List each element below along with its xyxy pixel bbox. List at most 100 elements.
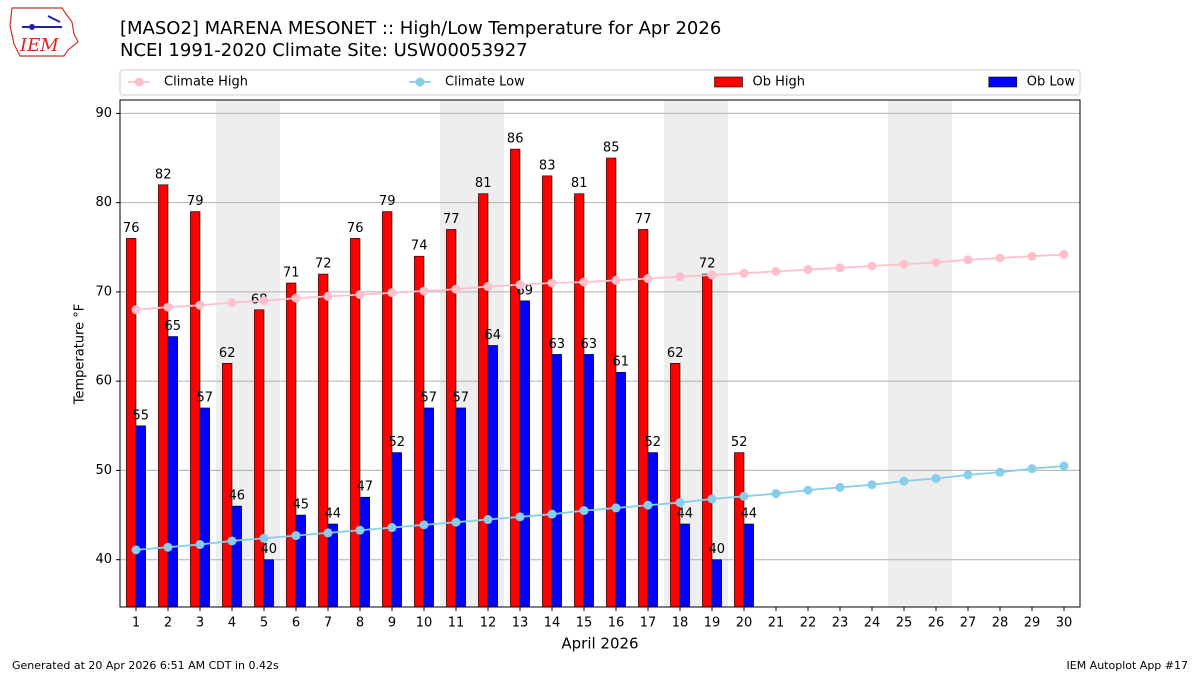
bar bbox=[382, 211, 393, 608]
x-tick-label: 10 bbox=[416, 616, 433, 631]
x-tick-label: 25 bbox=[896, 616, 913, 631]
line bbox=[135, 253, 1065, 311]
bar bbox=[711, 559, 722, 608]
bar bbox=[286, 282, 297, 608]
legend-marker bbox=[134, 77, 144, 87]
logo-text: IEM bbox=[19, 35, 59, 56]
bar bbox=[542, 175, 553, 608]
y-tick-label: 50 bbox=[95, 463, 112, 478]
logo: IEM bbox=[9, 7, 79, 57]
line-marker bbox=[291, 531, 301, 541]
line-marker bbox=[323, 291, 333, 301]
footer-right: IEM Autoplot App #17 bbox=[1067, 659, 1189, 672]
data-label: 72 bbox=[699, 257, 716, 272]
data-label: 83 bbox=[539, 158, 556, 173]
data-label: 77 bbox=[443, 212, 460, 227]
line-marker bbox=[931, 473, 941, 483]
line-marker bbox=[963, 255, 973, 265]
x-tick-label: 9 bbox=[388, 616, 396, 631]
line-marker bbox=[547, 509, 557, 519]
data-label: 62 bbox=[667, 346, 684, 361]
data-label: 57 bbox=[453, 390, 470, 405]
line-marker bbox=[259, 533, 269, 543]
x-tick-label: 4 bbox=[228, 616, 236, 631]
bar bbox=[318, 273, 329, 608]
line-marker bbox=[387, 288, 397, 298]
line-marker bbox=[355, 525, 365, 535]
line-marker bbox=[451, 517, 461, 527]
legend-marker bbox=[415, 77, 425, 87]
data-label: 71 bbox=[283, 265, 300, 280]
data-label: 44 bbox=[677, 506, 694, 521]
x-tick-label: 14 bbox=[544, 616, 561, 631]
x-tick-label: 23 bbox=[832, 616, 849, 631]
line-marker bbox=[899, 259, 909, 269]
line-marker bbox=[995, 467, 1005, 477]
line-marker bbox=[643, 274, 653, 284]
bar bbox=[679, 523, 690, 608]
x-tick-label: 1 bbox=[132, 616, 140, 631]
line-marker bbox=[195, 300, 205, 310]
x-tick-label: 21 bbox=[768, 616, 785, 631]
bar bbox=[583, 354, 594, 608]
data-label: 86 bbox=[507, 132, 524, 147]
x-tick-label: 15 bbox=[576, 616, 593, 631]
line bbox=[135, 465, 1065, 551]
line-marker bbox=[675, 498, 685, 508]
data-label: 74 bbox=[411, 239, 428, 254]
footer-left: Generated at 20 Apr 2026 6:51 AM CDT in … bbox=[12, 659, 279, 672]
x-tick-label: 16 bbox=[608, 616, 625, 631]
x-tick-label: 11 bbox=[448, 616, 465, 631]
data-label: 57 bbox=[421, 390, 438, 405]
line-marker bbox=[899, 476, 909, 486]
line-marker bbox=[931, 257, 941, 267]
line-marker bbox=[323, 528, 333, 538]
y-tick-label: 80 bbox=[95, 195, 112, 210]
bar bbox=[231, 505, 242, 608]
line-marker bbox=[835, 263, 845, 273]
legend-label: Climate High bbox=[164, 75, 248, 90]
x-tick-label: 24 bbox=[864, 616, 881, 631]
bar bbox=[551, 354, 562, 608]
line-marker bbox=[771, 266, 781, 276]
bar bbox=[615, 371, 626, 608]
x-tick-label: 18 bbox=[672, 616, 689, 631]
bar bbox=[263, 559, 274, 608]
data-label: 61 bbox=[613, 355, 630, 370]
line-marker bbox=[227, 298, 237, 308]
data-label: 46 bbox=[229, 489, 246, 504]
bar bbox=[295, 514, 306, 608]
x-tick-label: 6 bbox=[292, 616, 300, 631]
line-marker bbox=[163, 542, 173, 552]
line-marker bbox=[227, 536, 237, 546]
data-label: 63 bbox=[549, 337, 566, 352]
line-marker bbox=[131, 545, 141, 555]
chart-title: [MASO2] MARENA MESONET :: High/Low Tempe… bbox=[120, 18, 721, 39]
data-label: 81 bbox=[571, 176, 588, 191]
data-label: 82 bbox=[155, 167, 172, 182]
legend-box bbox=[119, 69, 1081, 96]
bar bbox=[670, 363, 681, 608]
x-tick-label: 3 bbox=[196, 616, 204, 631]
line-marker bbox=[803, 485, 813, 495]
bar bbox=[519, 300, 530, 608]
data-label: 81 bbox=[475, 176, 492, 191]
line-marker bbox=[291, 293, 301, 303]
data-label: 45 bbox=[293, 498, 310, 513]
bar bbox=[455, 407, 466, 608]
bar bbox=[414, 255, 425, 608]
bar bbox=[222, 363, 233, 608]
data-label: 76 bbox=[347, 221, 364, 236]
line-marker bbox=[195, 540, 205, 550]
line-marker bbox=[1027, 464, 1037, 474]
x-axis-label: April 2026 bbox=[561, 635, 638, 653]
legend-label: Climate Low bbox=[445, 75, 525, 90]
bar bbox=[167, 336, 178, 608]
line-marker bbox=[1059, 461, 1069, 471]
data-label: 65 bbox=[165, 319, 182, 334]
x-tick-label: 2 bbox=[164, 616, 172, 631]
data-label: 55 bbox=[133, 408, 150, 423]
data-label: 57 bbox=[197, 390, 214, 405]
data-label: 63 bbox=[581, 337, 598, 352]
